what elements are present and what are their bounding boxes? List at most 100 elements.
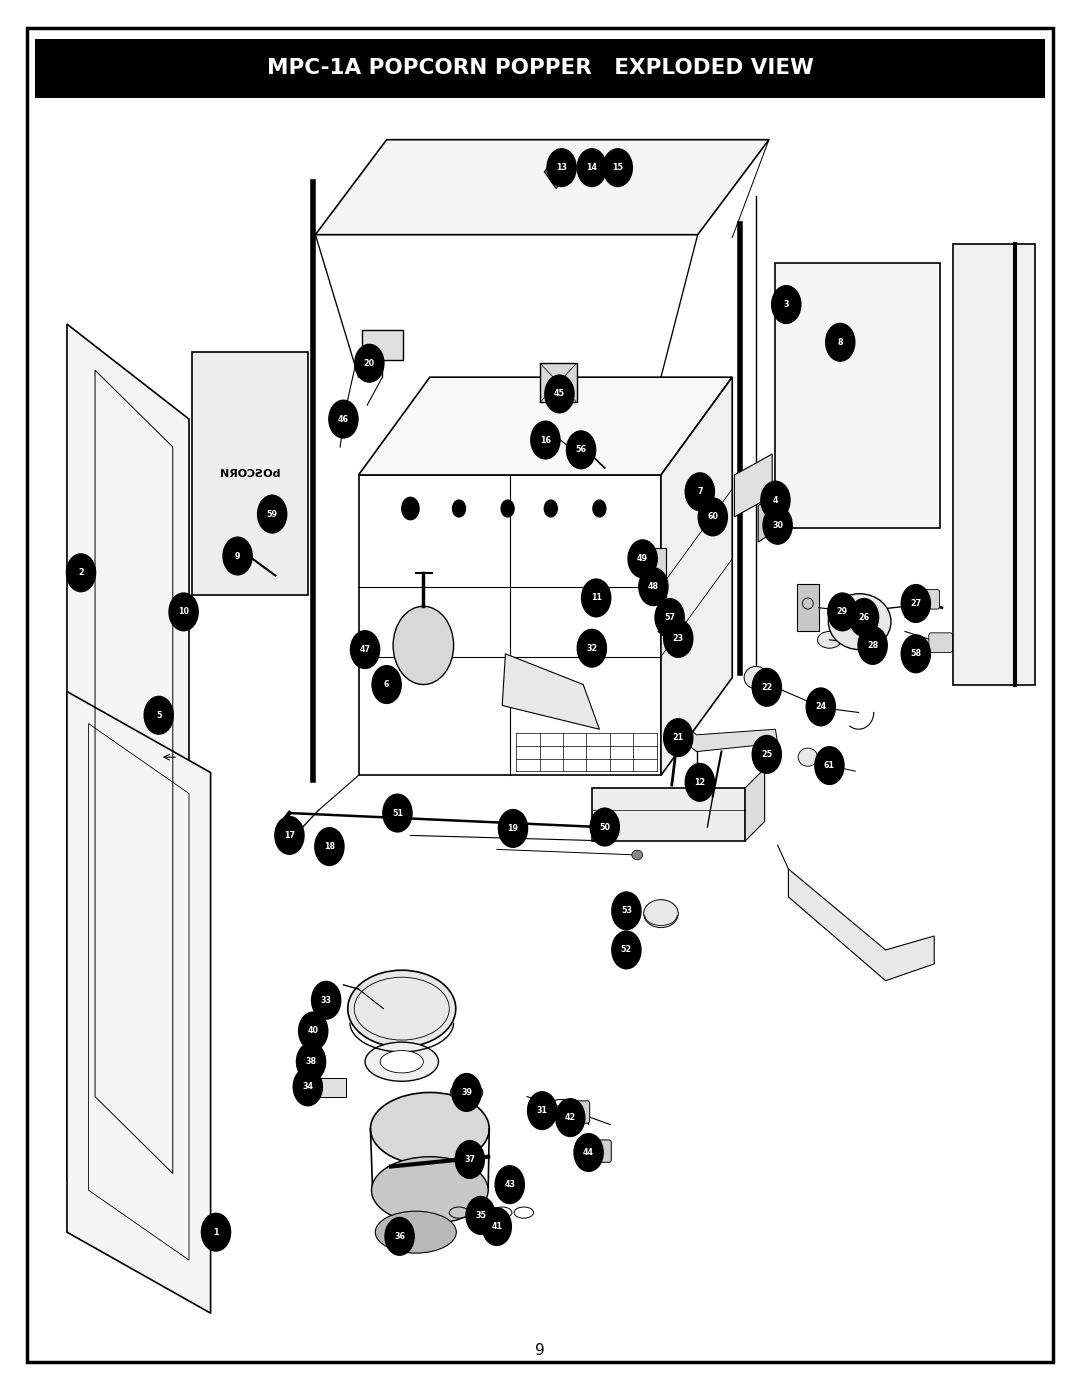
Text: 44: 44 (583, 1148, 594, 1157)
Text: 43: 43 (504, 1180, 515, 1189)
Circle shape (314, 827, 343, 866)
Text: 35: 35 (475, 1211, 486, 1220)
Circle shape (762, 507, 793, 545)
Circle shape (575, 1134, 604, 1171)
Polygon shape (734, 454, 772, 517)
Circle shape (806, 689, 836, 726)
Text: 13: 13 (556, 163, 567, 172)
Circle shape (593, 500, 606, 517)
Ellipse shape (372, 1157, 488, 1224)
Text: 45: 45 (554, 390, 565, 398)
Text: 20: 20 (364, 359, 375, 367)
Circle shape (555, 1098, 585, 1137)
Text: 11: 11 (591, 594, 602, 602)
Circle shape (854, 615, 865, 629)
Text: 59: 59 (267, 510, 278, 518)
Ellipse shape (818, 631, 841, 648)
Circle shape (372, 666, 402, 704)
Circle shape (274, 816, 305, 854)
Circle shape (144, 697, 173, 735)
Circle shape (453, 1073, 482, 1112)
Circle shape (296, 1042, 326, 1081)
Text: 9: 9 (535, 1344, 545, 1358)
Circle shape (311, 981, 340, 1020)
Text: 32: 32 (586, 644, 597, 652)
Circle shape (859, 626, 888, 665)
Circle shape (453, 500, 465, 517)
Polygon shape (775, 263, 940, 528)
Text: 41: 41 (491, 1222, 502, 1231)
Circle shape (501, 500, 514, 517)
Text: 24: 24 (815, 703, 826, 711)
Circle shape (901, 634, 931, 673)
Text: 15: 15 (612, 163, 623, 172)
Text: 19: 19 (508, 824, 518, 833)
Text: 9: 9 (234, 552, 241, 560)
Ellipse shape (828, 594, 891, 650)
Polygon shape (313, 1078, 346, 1097)
Circle shape (222, 536, 253, 576)
Circle shape (611, 893, 642, 930)
Circle shape (752, 735, 782, 774)
Text: MPC-1A POPCORN POPPER   EXPLODED VIEW: MPC-1A POPCORN POPPER EXPLODED VIEW (267, 59, 813, 78)
Circle shape (544, 500, 557, 517)
Circle shape (815, 746, 845, 785)
Circle shape (686, 763, 715, 802)
Circle shape (849, 598, 879, 637)
Circle shape (901, 584, 931, 623)
Text: 21: 21 (673, 733, 684, 742)
Text: 30: 30 (772, 521, 783, 529)
Circle shape (699, 499, 728, 536)
Text: 48: 48 (648, 583, 659, 591)
Circle shape (201, 1213, 231, 1252)
Polygon shape (359, 377, 732, 475)
Text: 31: 31 (537, 1106, 548, 1115)
Circle shape (329, 400, 359, 439)
Text: 14: 14 (586, 163, 597, 172)
Circle shape (771, 286, 801, 324)
Circle shape (527, 1092, 557, 1129)
Circle shape (298, 1011, 328, 1051)
Circle shape (760, 481, 791, 520)
Circle shape (354, 345, 384, 383)
Text: 4: 4 (772, 496, 779, 504)
Polygon shape (953, 244, 1035, 685)
Text: 23: 23 (673, 634, 684, 643)
Text: 47: 47 (360, 645, 370, 654)
Circle shape (258, 496, 287, 534)
Text: 1: 1 (213, 1228, 219, 1236)
Circle shape (654, 598, 685, 637)
Text: 40: 40 (308, 1027, 319, 1035)
Circle shape (393, 606, 454, 685)
Ellipse shape (798, 749, 818, 766)
Text: 27: 27 (910, 599, 921, 608)
FancyBboxPatch shape (35, 39, 1045, 98)
FancyBboxPatch shape (27, 28, 1053, 1362)
Polygon shape (315, 140, 769, 235)
Circle shape (638, 567, 667, 606)
Circle shape (686, 472, 715, 511)
Text: 56: 56 (576, 446, 586, 454)
Circle shape (546, 149, 577, 187)
Circle shape (467, 1196, 495, 1235)
Polygon shape (544, 155, 568, 189)
Text: 49: 49 (637, 555, 648, 563)
Text: 16: 16 (540, 436, 551, 444)
Polygon shape (758, 495, 775, 542)
Polygon shape (592, 788, 745, 841)
Text: 61: 61 (824, 761, 835, 770)
FancyBboxPatch shape (562, 1101, 590, 1123)
Text: 36: 36 (394, 1232, 405, 1241)
Polygon shape (788, 869, 934, 981)
Circle shape (483, 1207, 512, 1246)
Ellipse shape (744, 666, 768, 689)
Text: 33: 33 (321, 996, 332, 1004)
Text: 50: 50 (599, 823, 610, 831)
Polygon shape (745, 768, 765, 841)
Circle shape (456, 1140, 484, 1179)
Circle shape (582, 580, 611, 617)
Text: 28: 28 (867, 641, 878, 650)
Circle shape (663, 620, 693, 658)
Circle shape (611, 930, 642, 970)
Ellipse shape (450, 1083, 483, 1102)
